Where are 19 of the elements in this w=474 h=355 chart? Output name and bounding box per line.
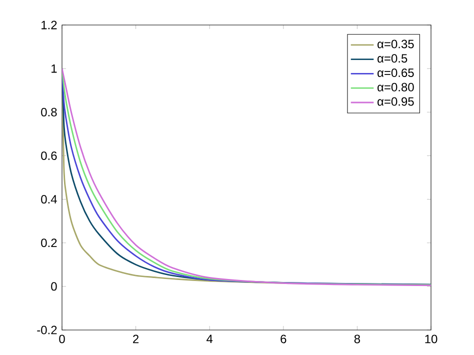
y-tick-label: 0.8 (41, 108, 57, 116)
x-tick-label: 6 (280, 334, 286, 344)
y-tick-label: 0.2 (41, 238, 57, 248)
y-tick-label: 1 (52, 64, 57, 73)
y-tick-label: -0.2 (37, 326, 57, 334)
x-tick-label: 0 (59, 334, 65, 344)
x-tick-label: 10 (425, 334, 438, 344)
legend-label: α=0.95 (378, 97, 414, 106)
x-tick-label: 8 (354, 334, 360, 344)
y-tick-label: 0.4 (41, 195, 57, 204)
y-tick-label: 0 (51, 282, 57, 291)
legend-label: α=0.5 (378, 54, 408, 63)
legend-label: α=0.35 (378, 40, 414, 48)
y-tick-label: 0.6 (41, 151, 57, 160)
x-tick-label: 2 (133, 334, 139, 344)
y-tick-label: 1.2 (42, 20, 57, 30)
legend-label: α=0.80 (378, 82, 414, 92)
legend-label: α=0.65 (378, 68, 414, 78)
x-tick-label: 4 (206, 334, 213, 343)
